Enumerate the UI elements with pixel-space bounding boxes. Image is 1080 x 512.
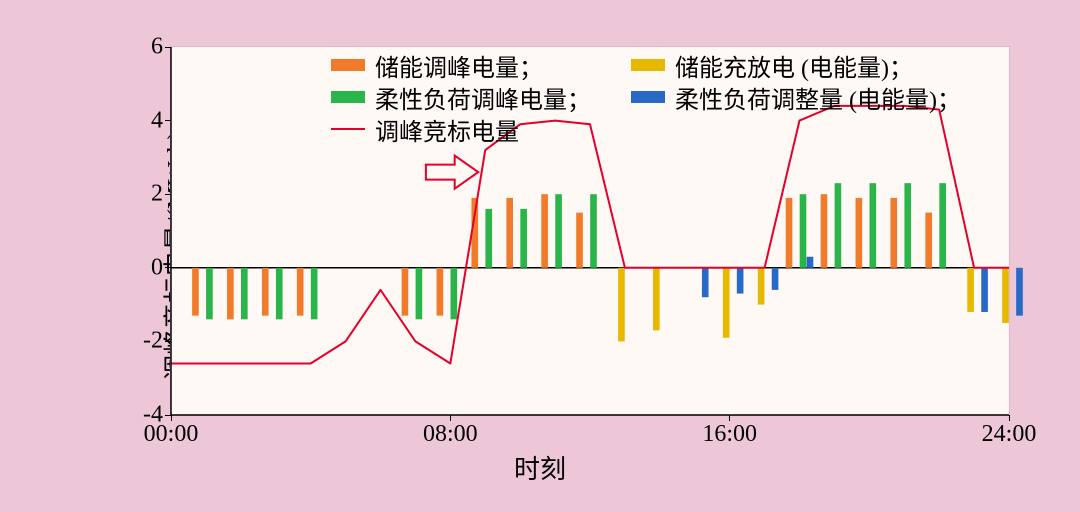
legend-item: 柔性负荷调峰电量； [331, 80, 631, 115]
x-tick-label: 00:00 [144, 421, 199, 448]
bar-flex_peak [485, 209, 492, 268]
legend-label: 柔性负荷调整量 (电能量)； [675, 80, 961, 115]
bar-flex_peak [590, 194, 597, 268]
bar-storage_peak [856, 198, 863, 268]
bar-flex_peak [870, 183, 877, 268]
bar-storage_peak [262, 268, 269, 316]
y-tick-label: 4 [151, 107, 163, 134]
bar-flex_peak [800, 194, 807, 268]
chart-container: 调峰竞标电量/(MW·h) 时刻 储能调峰电量；储能充放电 (电能量)；柔性负荷… [40, 26, 1040, 486]
bar-storage_peak [786, 198, 793, 268]
y-tick [165, 47, 171, 48]
legend-swatch [631, 91, 665, 103]
bar-storage_peak [890, 198, 897, 268]
y-tick-label: -2 [143, 328, 163, 355]
y-tick [165, 341, 171, 342]
legend-swatch [331, 59, 365, 71]
legend: 储能调峰电量； 储能充放电 (电能量)； 柔性负荷调峰电量； 柔性负荷调整量 (电能量… [331, 49, 999, 145]
bar-storage_peak [821, 194, 828, 268]
bar-flex_peak [416, 268, 423, 320]
bar-flex_adj [1016, 268, 1023, 316]
arrow-icon [426, 156, 478, 189]
bar-flex_peak [939, 183, 946, 268]
x-tick-label: 24:00 [982, 421, 1037, 448]
legend-label: 柔性负荷调峰电量； [375, 80, 591, 115]
bar-flex_peak [904, 183, 911, 268]
bar-storage_peak [576, 213, 583, 268]
legend-item: 储能调峰电量； [331, 48, 631, 83]
bar-storage_cd [723, 268, 730, 338]
bar-flex_peak [520, 209, 527, 268]
legend-item: 储能充放电 (电能量)； [631, 48, 991, 83]
bar-storage_peak [402, 268, 409, 316]
bar-storage_peak [925, 213, 932, 268]
bar-storage_cd [967, 268, 974, 312]
plot-area: 储能调峰电量； 储能充放电 (电能量)； 柔性负荷调峰电量； 柔性负荷调整量 (电能量… [170, 46, 1010, 416]
y-tick-label: 0 [151, 254, 163, 281]
bar-flex_peak [206, 268, 213, 320]
bar-flex_adj [981, 268, 988, 312]
bar-storage_peak [192, 268, 199, 316]
legend-swatch [631, 59, 665, 71]
bar-storage_peak [297, 268, 304, 316]
legend-label: 储能调峰电量； [375, 48, 543, 83]
y-tick [165, 120, 171, 121]
x-tick-label: 08:00 [423, 421, 478, 448]
legend-swatch [331, 91, 365, 103]
bar-storage_cd [618, 268, 625, 342]
bar-flex_peak [835, 183, 842, 268]
bar-storage_cd [1002, 268, 1009, 323]
bar-flex_peak [451, 268, 458, 320]
bar-storage_peak [506, 198, 513, 268]
legend-item: 调峰竞标电量 [331, 112, 631, 147]
y-tick [165, 194, 171, 195]
bar-flex_adj [702, 268, 709, 297]
bar-flex_peak [241, 268, 248, 320]
bar-flex_adj [807, 257, 814, 268]
bar-flex_adj [772, 268, 779, 290]
x-tick-label: 16:00 [702, 421, 757, 448]
x-axis-label: 时刻 [514, 449, 566, 486]
bar-flex_adj [737, 268, 744, 294]
bar-storage_cd [758, 268, 765, 305]
y-tick-label: 6 [151, 34, 163, 61]
bar-storage_peak [437, 268, 444, 316]
bar-storage_peak [541, 194, 548, 268]
bar-flex_peak [311, 268, 318, 320]
bar-storage_peak [227, 268, 234, 320]
y-tick-label: 2 [151, 181, 163, 208]
bar-storage_cd [653, 268, 660, 331]
legend-swatch [331, 128, 365, 130]
bar-flex_peak [555, 194, 562, 268]
legend-label: 调峰竞标电量 [375, 112, 519, 147]
bar-flex_peak [276, 268, 283, 320]
legend-label: 储能充放电 (电能量)； [675, 48, 913, 83]
y-tick [165, 267, 171, 268]
legend-item: 柔性负荷调整量 (电能量)； [631, 80, 991, 115]
